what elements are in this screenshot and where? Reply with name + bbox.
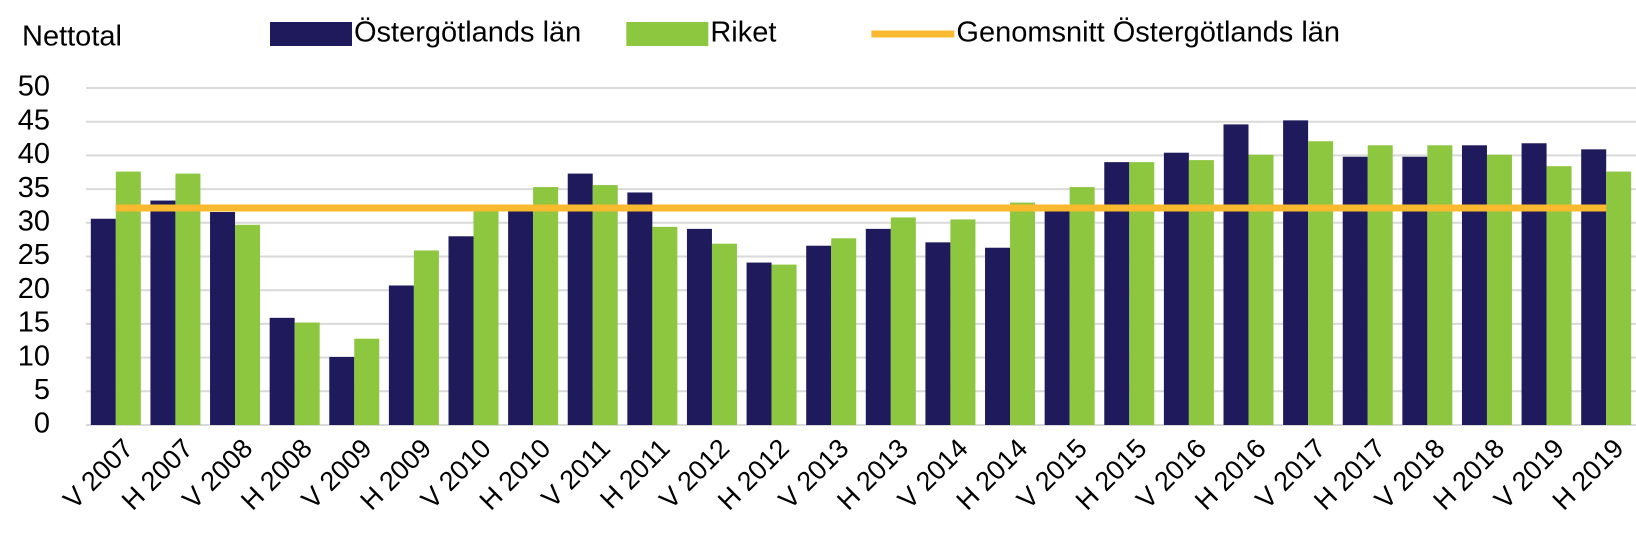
bar xyxy=(90,218,116,425)
bar xyxy=(1427,145,1453,426)
legend-label: Östergötlands län xyxy=(354,17,581,49)
bar xyxy=(686,228,712,425)
legend-label: Riket xyxy=(710,17,776,49)
y-tick-label: 5 xyxy=(34,374,50,406)
bar xyxy=(1402,156,1428,426)
bar xyxy=(413,250,439,425)
bar xyxy=(269,317,295,425)
bar xyxy=(1129,162,1155,425)
bar xyxy=(150,200,176,425)
bar xyxy=(508,205,534,425)
bar xyxy=(567,173,593,425)
y-axis-label: Nettotal xyxy=(22,21,122,53)
bar xyxy=(448,236,474,425)
y-tick-label: 15 xyxy=(18,307,50,339)
bar xyxy=(627,192,653,425)
bar xyxy=(115,171,141,425)
bar xyxy=(1283,120,1309,426)
bar xyxy=(329,356,355,425)
bar xyxy=(354,338,380,425)
bar xyxy=(746,262,772,425)
bar xyxy=(473,207,499,425)
bar xyxy=(175,173,201,425)
bar xyxy=(1188,160,1214,426)
bar xyxy=(235,224,261,425)
bar xyxy=(1163,152,1189,426)
bar xyxy=(210,212,236,425)
bar xyxy=(1486,154,1512,425)
bar xyxy=(806,245,832,425)
bar xyxy=(1010,202,1036,425)
legend-label: Genomsnitt Östergötlands län xyxy=(956,17,1340,49)
bar xyxy=(771,264,797,425)
bar xyxy=(711,243,737,425)
bar xyxy=(652,226,678,425)
y-tick-label: 20 xyxy=(18,273,50,305)
bar xyxy=(1044,205,1070,425)
bar xyxy=(950,219,976,425)
y-tick-label: 10 xyxy=(18,340,50,372)
y-tick-label: 35 xyxy=(18,172,50,204)
bar xyxy=(1606,171,1632,425)
y-tick-label: 0 xyxy=(34,408,50,440)
legend-swatch xyxy=(270,22,352,46)
y-tick-label: 40 xyxy=(18,138,50,170)
bar xyxy=(1104,162,1130,425)
bar xyxy=(1308,141,1334,425)
bar xyxy=(592,185,618,425)
bar xyxy=(1248,154,1274,425)
y-tick-label: 45 xyxy=(18,104,50,136)
bar xyxy=(865,228,891,425)
y-tick-label: 30 xyxy=(18,205,50,237)
bar xyxy=(985,247,1011,425)
bar xyxy=(1581,149,1607,426)
bar xyxy=(533,187,559,425)
legend-swatch xyxy=(626,22,709,46)
bar xyxy=(925,242,951,425)
bar xyxy=(890,217,916,425)
bar xyxy=(1223,124,1249,426)
bar xyxy=(1069,187,1095,425)
bar xyxy=(831,238,857,425)
bar xyxy=(388,285,414,425)
y-tick-label: 50 xyxy=(18,71,50,103)
y-tick-label: 25 xyxy=(18,239,50,271)
bar xyxy=(294,322,320,425)
bar xyxy=(1342,156,1368,426)
bar xyxy=(1521,143,1547,425)
bar xyxy=(1461,145,1487,426)
bar xyxy=(1367,145,1393,426)
